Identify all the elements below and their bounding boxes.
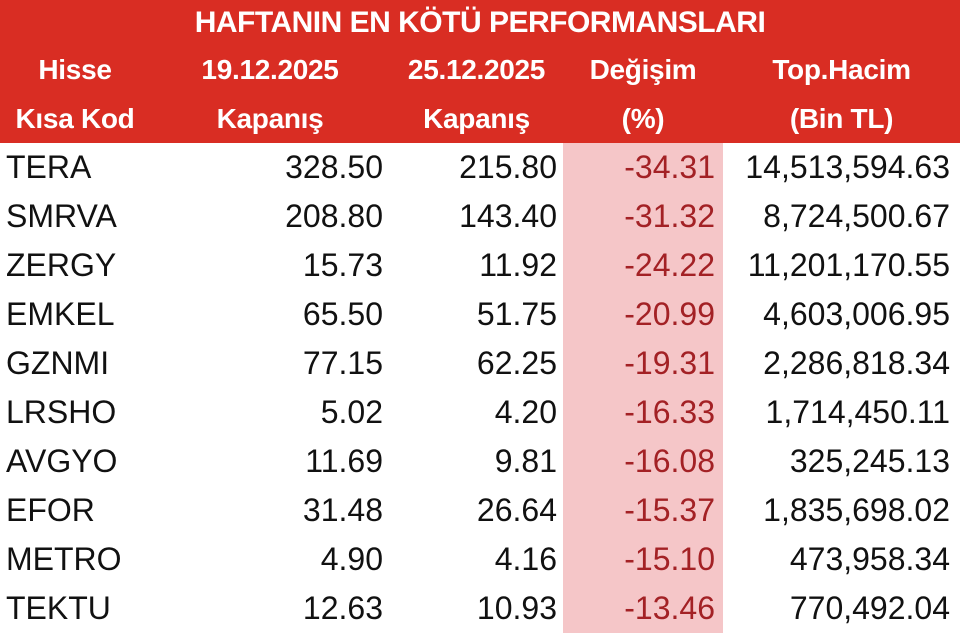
column-header-close-19-12-line1: 19.12.2025 [201, 54, 339, 85]
prev-close-cell: 11.69 [305, 443, 383, 479]
volume-cell: 4,603,006.95 [763, 296, 950, 332]
table-row: ZERGY 15.73 11.92 -24.22 11,201,170.55 [0, 241, 960, 290]
stock-code-cell: METRO [6, 541, 122, 577]
prev-close-cell: 328.50 [285, 149, 383, 185]
last-close-cell: 143.40 [459, 198, 557, 234]
stock-code-cell: GZNMI [6, 345, 110, 381]
prev-close-cell: 5.02 [320, 394, 383, 430]
column-header-hisse-line2: Kısa Kod [15, 102, 135, 134]
stock-code-cell: ZERGY [6, 247, 117, 283]
table-row: TERA 328.50 215.80 -34.31 14,513,594.63 [0, 143, 960, 192]
prev-close-cell: 31.48 [302, 492, 383, 528]
column-header-volume-line2: (Bin TL) [789, 102, 894, 134]
volume-cell: 11,201,170.55 [747, 247, 950, 283]
stock-code-cell: TERA [6, 149, 92, 185]
table-body: TERA 328.50 215.80 -34.31 14,513,594.63 … [0, 143, 960, 633]
table-row: TEKTU 12.63 10.93 -13.46 770,492.04 [0, 584, 960, 633]
change-percent-cell: -20.99 [563, 290, 723, 339]
table-row: AVGYO 11.69 9.81 -16.08 325,245.13 [0, 437, 960, 486]
change-percent-cell: -16.08 [563, 437, 723, 486]
prev-close-cell: 65.50 [302, 296, 383, 332]
column-header-close-19-12: 19.12.2025 Kapanış [150, 46, 390, 143]
last-close-cell: 4.16 [494, 541, 557, 577]
change-percent-cell: -31.32 [563, 192, 723, 241]
volume-cell: 8,724,500.67 [763, 198, 950, 234]
volume-cell: 14,513,594.63 [745, 149, 950, 185]
change-percent-cell: -15.10 [563, 535, 723, 584]
change-percent-cell: -16.33 [563, 388, 723, 437]
column-header-volume-line1: Top.Hacim [772, 54, 911, 85]
column-header-hisse-line1: Hisse [38, 54, 112, 85]
last-close-cell: 26.64 [476, 492, 557, 528]
table-row: METRO 4.90 4.16 -15.10 473,958.34 [0, 535, 960, 584]
table-row: LRSHO 5.02 4.20 -16.33 1,714,450.11 [0, 388, 960, 437]
table-row: SMRVA 208.80 143.40 -31.32 8,724,500.67 [0, 192, 960, 241]
stock-code-cell: TEKTU [6, 590, 111, 626]
volume-cell: 2,286,818.34 [763, 345, 950, 381]
page-title: HAFTANIN EN KÖTÜ PERFORMANSLARI [194, 6, 766, 39]
last-close-cell: 4.20 [494, 394, 557, 430]
prev-close-cell: 77.15 [302, 345, 383, 381]
volume-cell: 325,245.13 [789, 443, 950, 479]
column-header-hisse: Hisse Kısa Kod [0, 46, 150, 143]
volume-cell: 1,714,450.11 [765, 394, 950, 430]
column-header-close-25-12: 25.12.2025 Kapanış [390, 46, 563, 143]
prev-close-cell: 12.63 [302, 590, 383, 626]
table-row: EFOR 31.48 26.64 -15.37 1,835,698.02 [0, 486, 960, 535]
stock-code-cell: EFOR [6, 492, 95, 528]
volume-cell: 770,492.04 [789, 590, 950, 626]
stock-code-cell: AVGYO [6, 443, 118, 479]
prev-close-cell: 4.90 [320, 541, 383, 577]
column-header-close-25-12-line1: 25.12.2025 [407, 54, 546, 85]
table-header: HAFTANIN EN KÖTÜ PERFORMANSLARI Hisse Kı… [0, 0, 960, 143]
change-percent-cell: -34.31 [563, 143, 723, 192]
column-header-change-percent-line2: (%) [621, 102, 665, 134]
column-header-volume: Top.Hacim (Bin TL) [723, 46, 960, 143]
column-headers-row: Hisse Kısa Kod 19.12.2025 Kapanış 25.12.… [0, 46, 960, 143]
column-header-close-19-12-line2: Kapanış [216, 102, 324, 134]
table-row: GZNMI 77.15 62.25 -19.31 2,286,818.34 [0, 339, 960, 388]
last-close-cell: 9.81 [494, 443, 557, 479]
prev-close-cell: 15.73 [302, 247, 383, 283]
stock-code-cell: SMRVA [6, 198, 117, 234]
column-header-close-25-12-line2: Kapanış [423, 102, 530, 134]
stock-code-cell: LRSHO [6, 394, 117, 430]
volume-cell: 1,835,698.02 [763, 492, 950, 528]
column-header-change-percent: Değişim (%) [563, 46, 723, 143]
column-header-change-percent-line1: Değişim [589, 54, 697, 85]
last-close-cell: 51.75 [476, 296, 557, 332]
volume-cell: 473,958.34 [789, 541, 950, 577]
change-percent-cell: -13.46 [563, 584, 723, 633]
last-close-cell: 11.92 [479, 247, 557, 283]
last-close-cell: 215.80 [459, 149, 557, 185]
last-close-cell: 10.93 [476, 590, 557, 626]
change-percent-cell: -15.37 [563, 486, 723, 535]
stock-code-cell: EMKEL [6, 296, 115, 332]
change-percent-cell: -19.31 [563, 339, 723, 388]
prev-close-cell: 208.80 [285, 198, 383, 234]
table-row: EMKEL 65.50 51.75 -20.99 4,603,006.95 [0, 290, 960, 339]
change-percent-cell: -24.22 [563, 241, 723, 290]
last-close-cell: 62.25 [476, 345, 557, 381]
